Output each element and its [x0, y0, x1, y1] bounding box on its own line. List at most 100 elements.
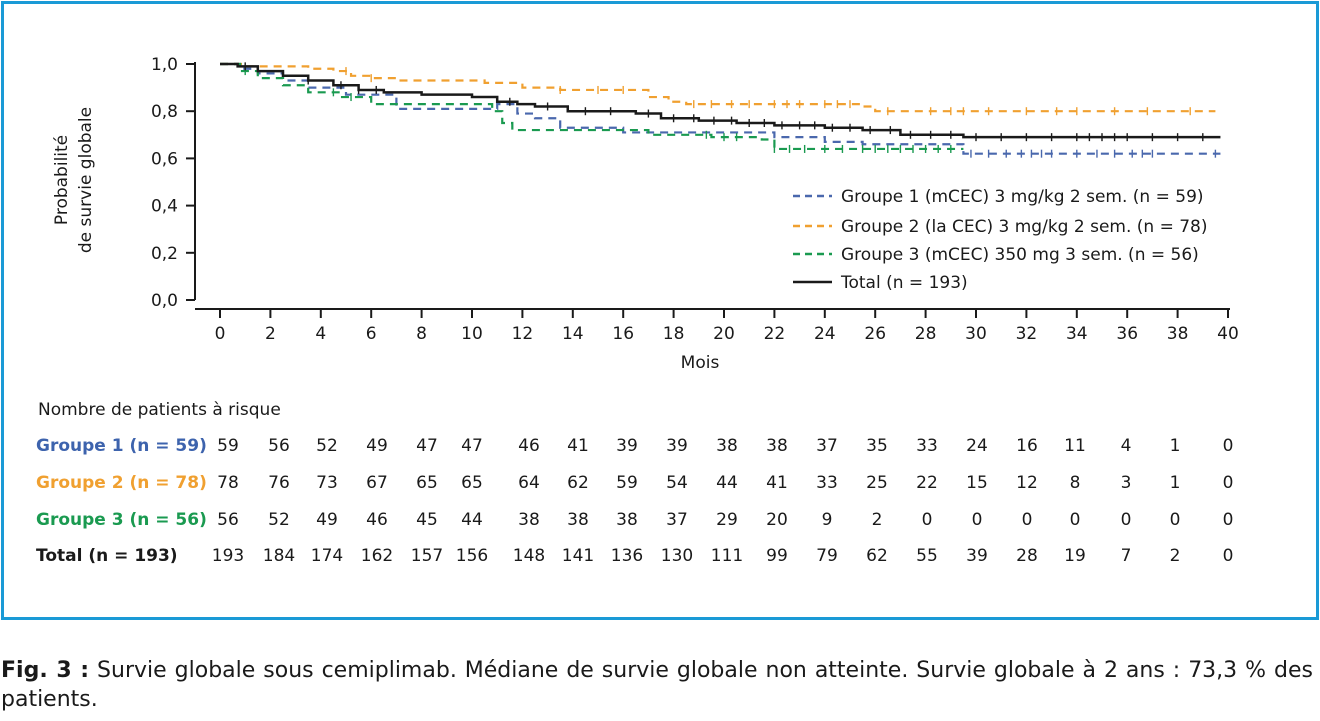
risk-cell: 64 [518, 473, 540, 493]
risk-cell: 22 [916, 473, 938, 493]
risk-cell: 4 [1121, 436, 1132, 456]
risk-cell: 15 [966, 473, 988, 493]
risk-row-2: Groupe 2 (n = 78) 78 76 73 67 65 65 64 62 59 54 44 4… [36, 473, 1233, 493]
figure-number: Fig. 3 : [1, 658, 90, 683]
figure-caption: Fig. 3 : Survie globale sous cemiplimab.… [1, 656, 1313, 714]
risk-cell: 162 [361, 546, 393, 566]
risk-cell: 46 [518, 436, 540, 456]
risk-cell: 19 [1064, 546, 1086, 566]
risk-cell: 29 [716, 510, 738, 530]
x-axis-title: Mois [681, 353, 720, 373]
x-tick-label: 32 [1016, 324, 1038, 344]
figure-frame [1, 1, 1319, 620]
risk-cell: 38 [518, 510, 540, 530]
risk-row-label: Groupe 1 (n = 59) [36, 436, 207, 456]
x-tick-label: 8 [416, 324, 427, 344]
series-4 [220, 62, 1221, 142]
risk-cell: 11 [1064, 436, 1086, 456]
risk-cell: 62 [567, 473, 589, 493]
series-line [220, 62, 964, 151]
risk-cell: 0 [1223, 510, 1234, 530]
risk-cell: 0 [972, 510, 983, 530]
x-tick-label: 18 [663, 324, 685, 344]
risk-cell: 7 [1121, 546, 1132, 566]
risk-cell: 47 [416, 436, 438, 456]
x-tick-label: 40 [1217, 324, 1239, 344]
y-axis-title-line1: Probabilité [52, 135, 72, 225]
risk-cell: 1 [1170, 436, 1181, 456]
risk-table-title: Nombre de patients à risque [38, 400, 281, 420]
risk-row-1: Groupe 1 (n = 59) 59 56 52 49 47 47 46 41 39 39 38 3… [36, 436, 1233, 456]
risk-cell: 2 [872, 510, 883, 530]
x-tick-label: 14 [562, 324, 584, 344]
x-tick-label: 0 [215, 324, 226, 344]
risk-row-label: Groupe 3 (n = 56) [36, 510, 207, 530]
risk-cell: 0 [1121, 510, 1132, 530]
y-axis-title-line2: de survie globale [76, 107, 96, 253]
risk-cell: 38 [616, 510, 638, 530]
risk-row-label: Groupe 2 (n = 78) [36, 473, 207, 493]
risk-cell: 8 [1070, 473, 1081, 493]
risk-cell: 38 [567, 510, 589, 530]
risk-cell: 136 [611, 546, 643, 566]
risk-cell: 0 [922, 510, 933, 530]
y-tick-label: 0,0 [151, 291, 178, 311]
risk-row-4: Total (n = 193) 193 184 174 162 157 156 148 141 1… [36, 546, 1233, 566]
x-tick-label: 6 [366, 324, 377, 344]
risk-cell: 99 [766, 546, 788, 566]
risk-cell: 0 [1223, 546, 1234, 566]
risk-cell: 156 [456, 546, 488, 566]
risk-table: Nombre de patients à risque Groupe 1 (n =… [36, 400, 1233, 566]
chart-axes: 0,00,20,40,60,81,00 2 4 6 8 10 12 14 16 18 20 22 24 2… [52, 55, 1239, 373]
caption-text: Survie globale sous cemiplimab. Médiane … [1, 658, 1313, 712]
x-tick-label: 16 [612, 324, 634, 344]
risk-cell: 54 [666, 473, 688, 493]
series-line [220, 62, 1216, 113]
risk-cell: 0 [1170, 510, 1181, 530]
risk-cell: 141 [562, 546, 594, 566]
survival-chart: 0,00,20,40,60,81,00 2 4 6 8 10 12 14 16 18 20 22 24 2… [36, 55, 1239, 566]
risk-cell: 16 [1016, 436, 1038, 456]
risk-cell: 130 [661, 546, 693, 566]
x-tick-label: 12 [512, 324, 534, 344]
x-tick-label: 10 [461, 324, 483, 344]
risk-cell: 52 [316, 436, 338, 456]
y-tick-label: 0,4 [151, 197, 178, 217]
x-tick-label: 26 [864, 324, 886, 344]
risk-cell: 49 [316, 510, 338, 530]
risk-cell: 39 [966, 546, 988, 566]
risk-cell: 3 [1121, 473, 1132, 493]
risk-cell: 37 [816, 436, 838, 456]
x-tick-label: 34 [1066, 324, 1088, 344]
risk-cell: 41 [567, 436, 589, 456]
risk-cell: 45 [416, 510, 438, 530]
risk-cell: 25 [866, 473, 888, 493]
risk-cell: 67 [366, 473, 388, 493]
series-line [220, 62, 1221, 155]
risk-cell: 44 [716, 473, 738, 493]
risk-cell: 1 [1170, 473, 1181, 493]
risk-cell: 59 [616, 473, 638, 493]
x-tick-label: 30 [965, 324, 987, 344]
series-3 [220, 62, 964, 153]
risk-cell: 0 [1223, 436, 1234, 456]
risk-cell: 76 [268, 473, 290, 493]
risk-cell: 9 [822, 510, 833, 530]
risk-cell: 24 [966, 436, 988, 456]
risk-cell: 52 [268, 510, 290, 530]
x-tick-label: 2 [265, 324, 276, 344]
survival-curves [220, 62, 1221, 158]
risk-cell: 0 [1223, 473, 1234, 493]
y-axis-title: Probabilité de survie globale [52, 107, 96, 253]
risk-row-3: Groupe 3 (n = 56) 56 52 49 46 45 44 38 38 38 37 29 2… [36, 510, 1233, 530]
x-tick-label: 38 [1167, 324, 1189, 344]
risk-cell: 78 [217, 473, 239, 493]
risk-cell: 73 [316, 473, 338, 493]
y-tick-label: 0,2 [151, 244, 178, 264]
x-tick-label: 20 [713, 324, 735, 344]
legend-label: Groupe 2 (la CEC) 3 mg/kg 2 sem. (n = 78… [841, 217, 1208, 237]
risk-cell: 56 [217, 510, 239, 530]
legend-label: Total (n = 193) [840, 273, 968, 293]
risk-cell: 38 [716, 436, 738, 456]
risk-cell: 33 [816, 473, 838, 493]
